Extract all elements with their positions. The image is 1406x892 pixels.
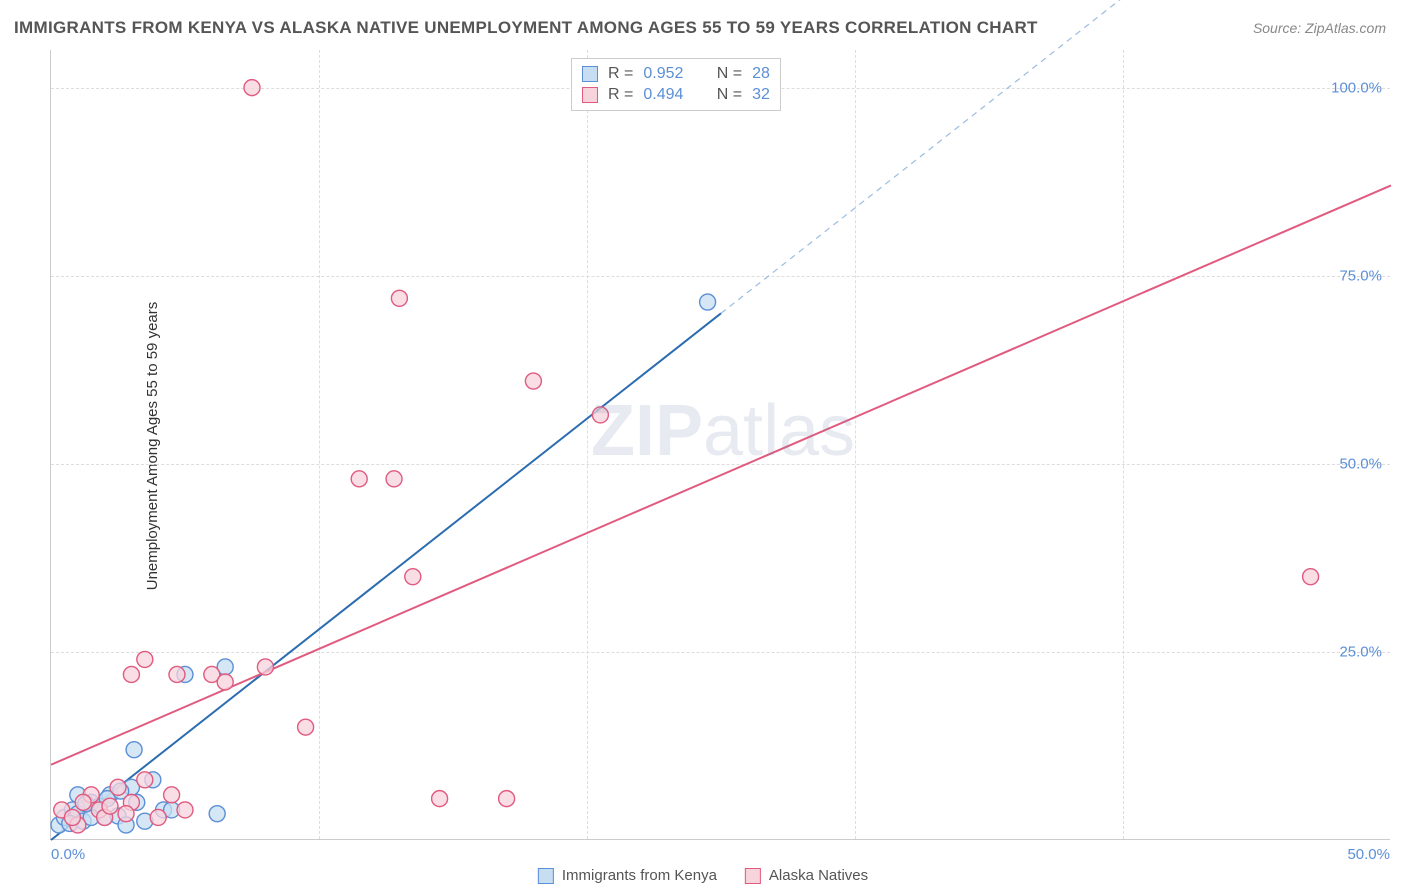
stats-spacer (693, 86, 706, 104)
plot-area: ZIPatlas R = 0.952 N = 28R = 0.494 N = 3… (50, 50, 1390, 840)
legend-label: Alaska Natives (769, 867, 868, 884)
legend-swatch (745, 868, 761, 884)
y-tick-label: 75.0% (1339, 267, 1382, 284)
data-point (169, 666, 185, 682)
stats-r-label: R = (608, 65, 633, 83)
stats-spacer (693, 65, 706, 83)
data-point (391, 290, 407, 306)
source-attribution: Source: ZipAtlas.com (1253, 20, 1386, 36)
data-point (137, 651, 153, 667)
stats-n-label: N = (717, 65, 742, 83)
data-point (164, 787, 180, 803)
legend-item: Immigrants from Kenya (538, 867, 717, 884)
trend-line (51, 313, 721, 840)
data-point (405, 569, 421, 585)
data-point (137, 772, 153, 788)
x-tick-label: 0.0% (51, 846, 85, 863)
data-point (209, 806, 225, 822)
trend-line (51, 185, 1391, 764)
legend-swatch (538, 868, 554, 884)
data-point (351, 471, 367, 487)
stats-r-label: R = (608, 86, 633, 104)
data-point (386, 471, 402, 487)
legend-label: Immigrants from Kenya (562, 867, 717, 884)
stats-row: R = 0.494 N = 32 (582, 86, 770, 104)
data-point (700, 294, 716, 310)
data-point (499, 791, 515, 807)
stats-swatch (582, 66, 598, 82)
data-point (126, 742, 142, 758)
data-point (432, 791, 448, 807)
data-point (1303, 569, 1319, 585)
data-point (244, 80, 260, 96)
y-tick-label: 25.0% (1339, 643, 1382, 660)
scatter-svg (51, 50, 1390, 839)
data-point (150, 809, 166, 825)
chart-title: IMMIGRANTS FROM KENYA VS ALASKA NATIVE U… (14, 18, 1038, 38)
bottom-legend: Immigrants from Kenya Alaska Natives (538, 867, 868, 884)
data-point (118, 806, 134, 822)
trend-line-extension (721, 0, 1123, 313)
stats-r-value: 0.494 (643, 86, 683, 104)
stats-r-value: 0.952 (643, 65, 683, 83)
y-tick-label: 100.0% (1331, 79, 1382, 96)
data-point (123, 666, 139, 682)
stats-swatch (582, 87, 598, 103)
stats-n-value: 32 (752, 86, 770, 104)
data-point (177, 802, 193, 818)
data-point (525, 373, 541, 389)
stats-row: R = 0.952 N = 28 (582, 65, 770, 83)
data-point (298, 719, 314, 735)
data-point (75, 794, 91, 810)
data-point (257, 659, 273, 675)
stats-n-label: N = (717, 86, 742, 104)
x-tick-label: 50.0% (1347, 846, 1390, 863)
y-tick-label: 50.0% (1339, 455, 1382, 472)
data-point (102, 798, 118, 814)
data-point (217, 674, 233, 690)
correlation-stats-box: R = 0.952 N = 28R = 0.494 N = 32 (571, 58, 781, 111)
data-point (592, 407, 608, 423)
data-point (64, 809, 80, 825)
data-point (110, 779, 126, 795)
legend-item: Alaska Natives (745, 867, 868, 884)
stats-n-value: 28 (752, 65, 770, 83)
